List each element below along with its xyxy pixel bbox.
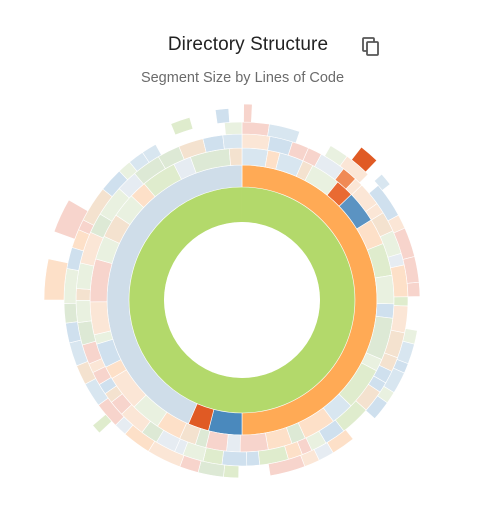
sunburst-outer-segment[interactable]	[267, 123, 301, 144]
chart-title-text: Directory Structure	[167, 34, 329, 55]
chart-title: Directory Structure	[0, 34, 500, 56]
sunburst-outer-segment[interactable]	[224, 121, 243, 136]
sunburst-outer-segment[interactable]	[221, 450, 248, 467]
sunburst-deep-segment[interactable]	[351, 146, 378, 173]
sunburst-deep-segment[interactable]	[170, 116, 194, 136]
sunburst-outer-segment[interactable]	[374, 274, 395, 305]
sunburst-outer-segment[interactable]	[241, 121, 270, 137]
sunburst-outer-segment[interactable]	[365, 395, 388, 420]
sunburst-outer-segment[interactable]	[63, 302, 78, 324]
sunburst-outer-segment[interactable]	[223, 464, 240, 479]
sunburst-outer-segment[interactable]	[241, 147, 269, 168]
sunburst-outer-segment[interactable]	[239, 432, 269, 453]
copy-icon-glyph	[362, 37, 379, 56]
sunburst-outer-segment[interactable]	[142, 143, 162, 163]
chart-subtitle: Segment Size by Lines of Code	[140, 70, 345, 86]
sunburst-outer-segment[interactable]	[222, 133, 243, 150]
sunburst-outer-segment[interactable]	[375, 303, 395, 319]
sunburst-level1-segment[interactable]	[208, 409, 243, 436]
sunburst-outer-segment[interactable]	[75, 288, 91, 301]
sunburst-outer-segment[interactable]	[226, 433, 241, 453]
sunburst-outer-segment[interactable]	[246, 450, 261, 467]
sunburst-outer-segment[interactable]	[267, 454, 306, 477]
sunburst-outer-segment[interactable]	[406, 281, 421, 297]
sunburst-deep-segment[interactable]	[92, 413, 113, 434]
sunburst-outer-segment[interactable]	[228, 147, 243, 166]
sunburst-outer-segment[interactable]	[393, 296, 409, 307]
sunburst-deep-segment[interactable]	[373, 173, 391, 191]
sunburst-outer-segment[interactable]	[75, 299, 92, 324]
copy-icon[interactable]	[360, 36, 382, 58]
sunburst-deep-segment[interactable]	[243, 103, 253, 123]
sunburst-center	[164, 222, 320, 378]
sunburst-deep-segment[interactable]	[53, 199, 89, 240]
sunburst-deep-segment[interactable]	[214, 108, 230, 125]
sunburst-deep-segment[interactable]	[43, 258, 69, 301]
sunburst-outer-segment[interactable]	[202, 134, 225, 153]
chart-header: Directory Structure Segment Size by Line…	[0, 0, 500, 100]
sunburst-outer-segment[interactable]	[241, 133, 271, 151]
